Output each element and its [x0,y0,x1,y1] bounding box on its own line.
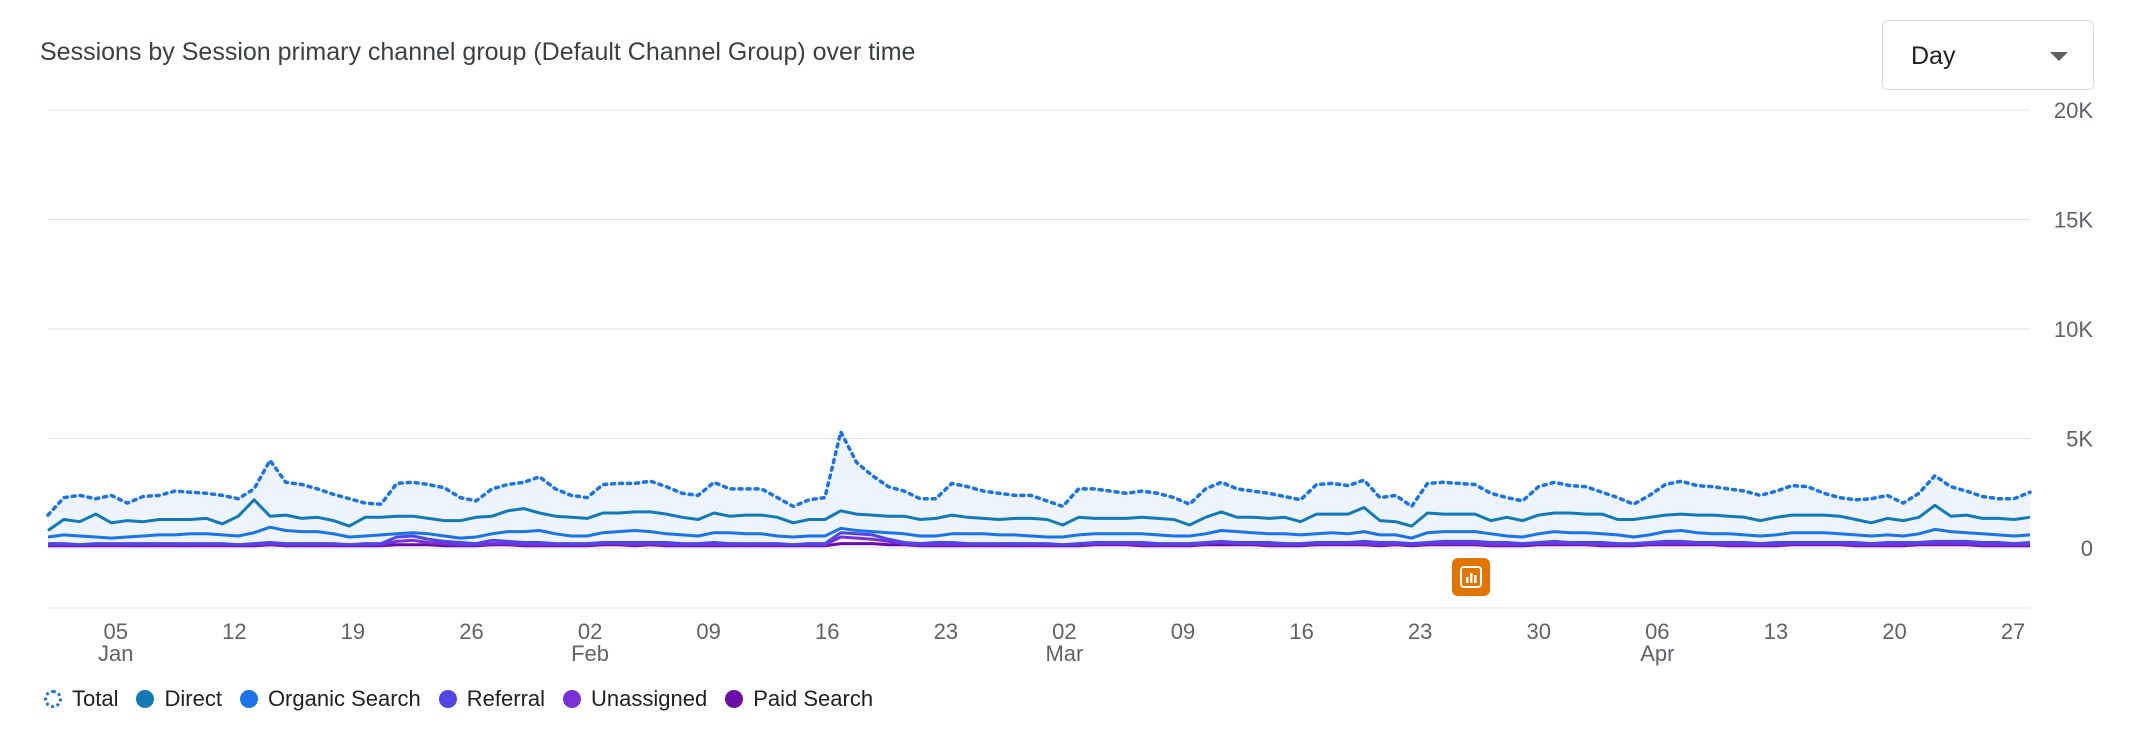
legend-label: Referral [466,686,546,711]
x-tick-label: 16 [815,619,839,644]
legend-item-organic-search[interactable]: Organic Search [239,686,421,712]
legend-swatch-icon [136,690,155,708]
y-tick-label: 10K [2054,317,2093,342]
series-line-referral [48,531,2031,547]
y-tick-label: 5K [2066,427,2093,452]
chart-annotation-button[interactable] [1451,558,1490,596]
x-tick-label: 26 [459,619,483,644]
granularity-dropdown[interactable]: Day [1882,20,2094,90]
chart-legend: Total Direct Organic Search Referral Unassig… [44,686,891,712]
x-tick-month-label: Apr [1640,641,1674,666]
legend-swatch-icon [239,690,258,708]
x-tick-label: 20 [1882,619,1906,644]
legend-item-total[interactable]: Total [44,686,118,712]
x-tick-label: 09 [696,619,720,644]
dropdown-arrow-icon [2050,52,2068,61]
chart-title: Sessions by Session primary channel grou… [40,38,916,66]
legend-swatch-icon [563,690,582,708]
series-line-direct [47,498,2031,532]
legend-label: Organic Search [267,686,421,711]
legend-swatch-icon [44,690,62,708]
legend-item-referral[interactable]: Referral [438,686,546,712]
y-tick-label: 20K [2054,98,2093,123]
x-tick-label: 06 [1645,619,1669,644]
x-tick-label: 12 [222,619,246,644]
granularity-selected-value: Day [1911,42,1956,70]
x-tick-label: 30 [1526,619,1550,644]
legend-label: Unassigned [591,686,708,711]
x-tick-label: 02 [1052,619,1076,644]
legend-item-paid-search[interactable]: Paid Search [725,686,873,712]
x-tick-label: 02 [578,619,602,644]
x-tick-label: 19 [341,619,365,644]
legend-label: Direct [164,686,222,711]
x-tick-month-label: Feb [571,641,609,666]
legend-label: Total [72,686,119,711]
legend-swatch-icon [725,690,744,708]
legend-swatch-icon [438,690,457,708]
series-line-organic-search [47,525,2031,540]
x-tick-label: 27 [2001,619,2025,644]
x-tick-label: 09 [1171,619,1195,644]
y-tick-label: 15K [2054,208,2093,233]
x-tick-label: 05 [104,619,128,644]
x-tick-label: 23 [1408,619,1432,644]
legend-label: Paid Search [753,686,874,711]
legend-item-direct[interactable]: Direct [136,686,222,712]
x-tick-month-label: Mar [1045,641,1083,666]
x-tick-label: 16 [1289,619,1313,644]
chart-annotation-icon [1459,566,1482,588]
x-tick-month-label: Jan [98,641,133,666]
x-tick-label: 23 [934,619,958,644]
x-tick-label: 13 [1764,619,1788,644]
legend-item-unassigned[interactable]: Unassigned [563,686,707,712]
y-tick-label: 0 [2081,536,2093,561]
series-line-total [46,430,2032,517]
total-area-fill [48,431,2030,548]
